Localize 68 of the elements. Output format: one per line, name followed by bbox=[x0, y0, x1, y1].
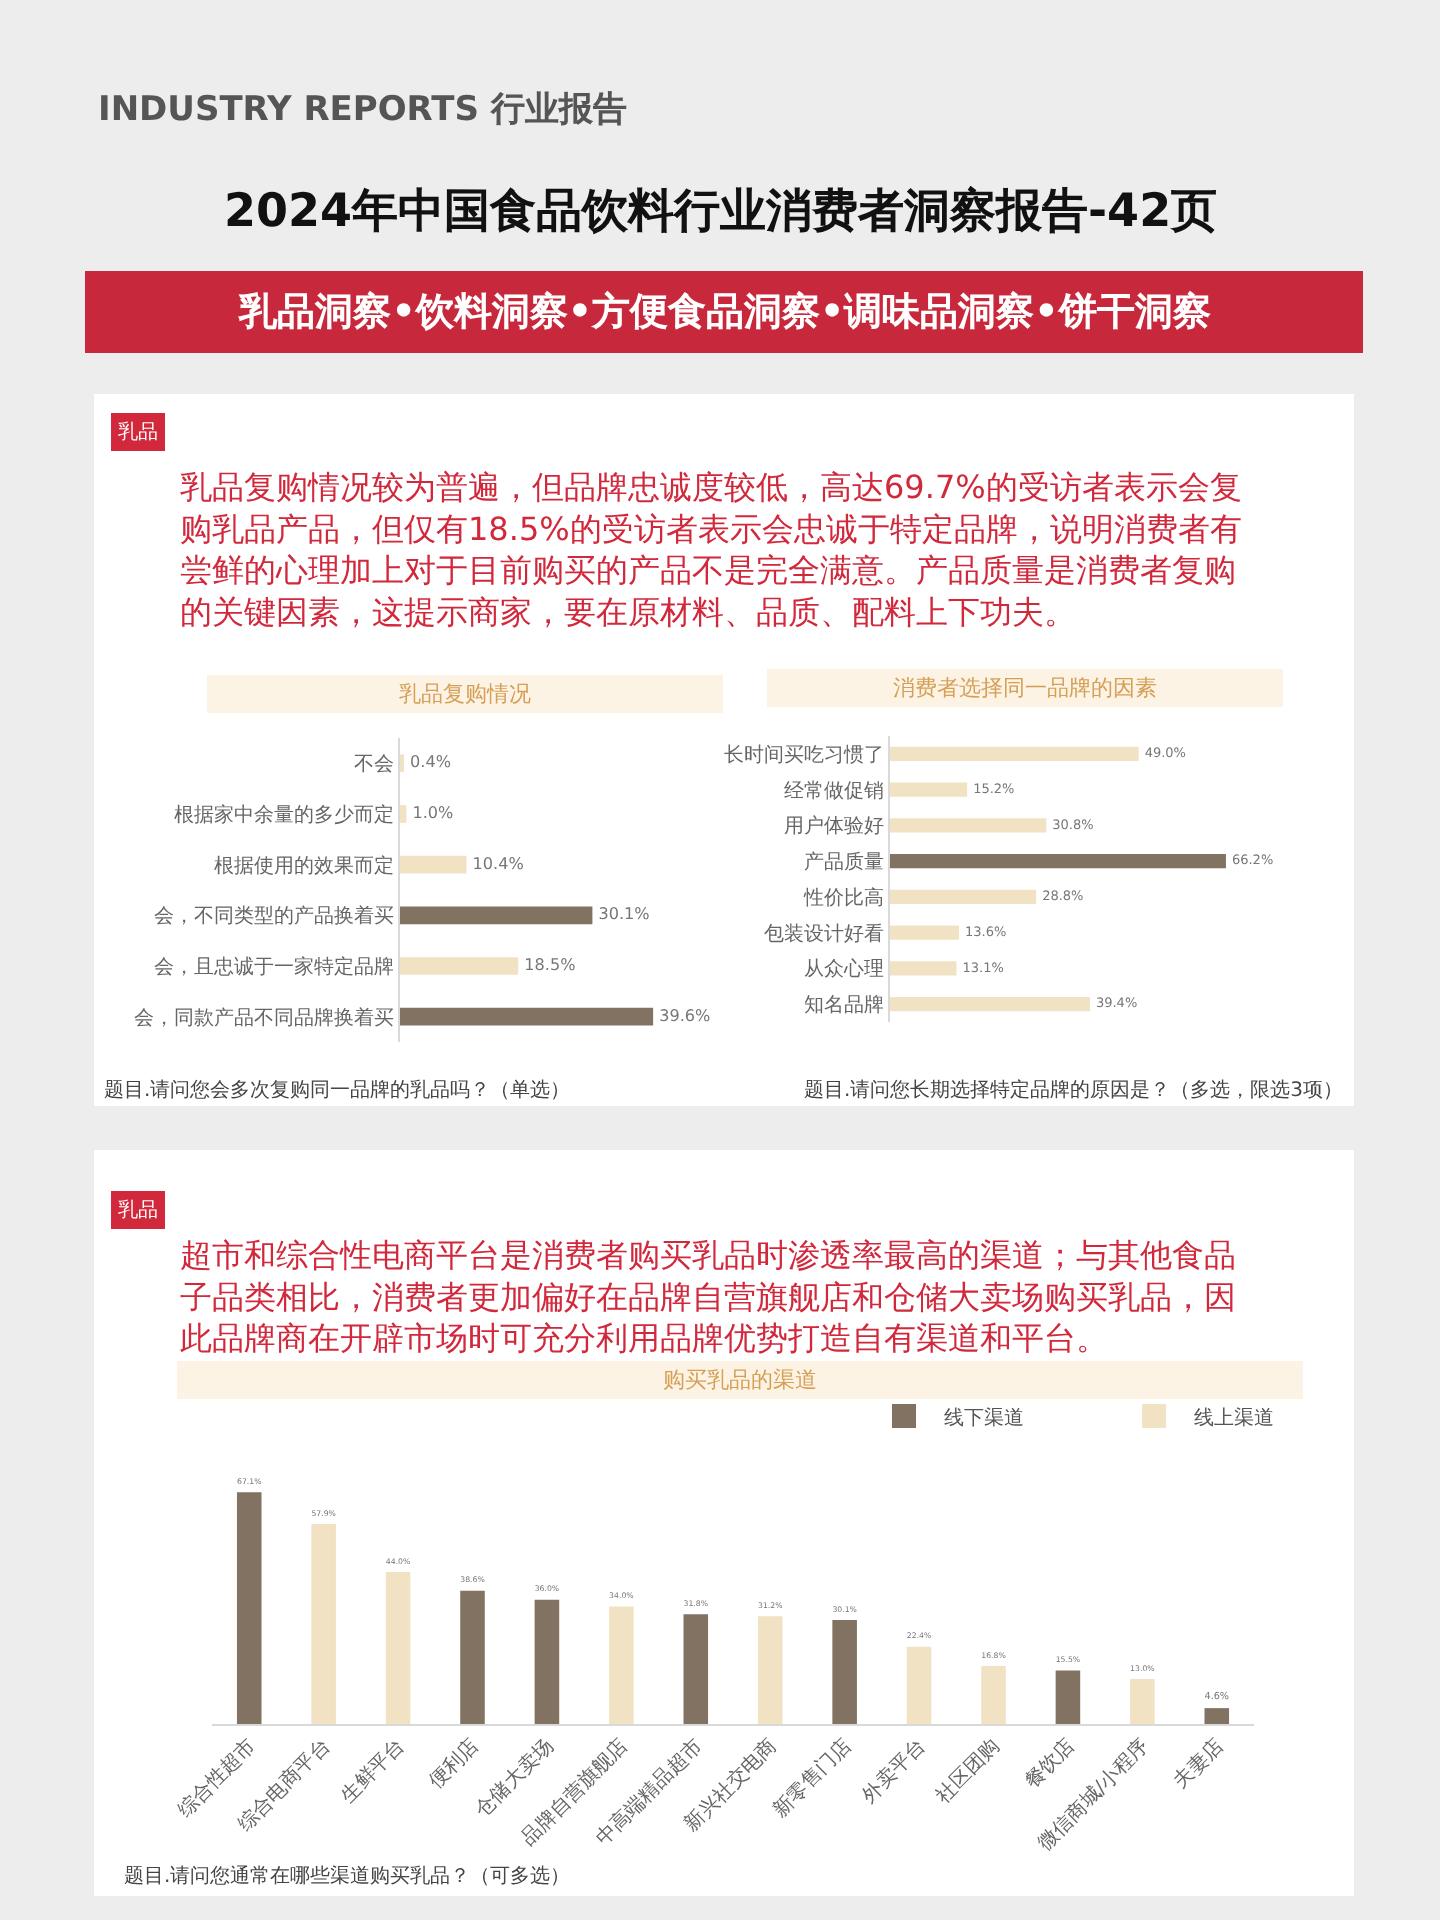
bar bbox=[400, 906, 593, 925]
bar bbox=[757, 1616, 783, 1724]
bar bbox=[236, 1492, 262, 1724]
bar bbox=[609, 1606, 634, 1724]
bar bbox=[460, 1590, 485, 1724]
bar bbox=[385, 1572, 411, 1724]
bar bbox=[981, 1666, 1006, 1724]
bar bbox=[890, 996, 1090, 1012]
x-tick-label: 夫妻店 bbox=[1168, 1734, 1229, 1794]
y-tick-label: 根据家中余量的多少而定 bbox=[174, 803, 394, 827]
text: 2024年中国食品饮料行业消费者洞察报告-42页 bbox=[224, 184, 1218, 238]
x-tick-label: 生鲜平台 bbox=[335, 1734, 410, 1808]
text: 乳品复购情况较为普遍，但品牌忠诚度较低，高达69.7%的受访者表示会复购乳品产品，但仅有18.5%的受访者表示会忠诚于特定品牌，说明消费者有尝鲜的心理加上对于目前购买的产品不是完全满意。产品质量是消费者复购的关键因素，这提示商家，要在原材料、品质、配料上下功夫。 bbox=[180, 468, 1242, 631]
y-tick-label: 会，不同类型的产品换着买 bbox=[154, 904, 394, 929]
bar bbox=[1204, 1708, 1230, 1724]
data-label: 1.0% bbox=[412, 804, 454, 823]
bar bbox=[1130, 1679, 1155, 1724]
bar bbox=[832, 1620, 857, 1724]
bar bbox=[890, 746, 1139, 762]
data-label: 10.4% bbox=[472, 854, 525, 873]
bar bbox=[534, 1599, 560, 1724]
data-label: 30.1% bbox=[598, 905, 651, 924]
y-tick-label: 知名品牌 bbox=[804, 993, 884, 1018]
bar bbox=[890, 853, 1226, 869]
text: 题目.请问您会多次复购同一品牌的乳品吗？（单选） bbox=[104, 1078, 571, 1102]
y-tick-label: 产品质量 bbox=[804, 850, 884, 875]
chart-title: 消费者选择同一品牌的因素 bbox=[893, 675, 1157, 701]
y-tick-label: 从众心理 bbox=[804, 957, 884, 982]
chart-title: 乳品复购情况 bbox=[399, 681, 531, 707]
y-tick-label: 根据使用的效果而定 bbox=[214, 853, 394, 878]
text: 题目.请问您长期选择特定品牌的原因是？（多选，限选3项） bbox=[804, 1078, 1344, 1102]
x-tick-label: 社区团购 bbox=[931, 1734, 1005, 1808]
legend-label: 线上渠道 bbox=[1194, 1405, 1274, 1430]
x-tick-label: 外卖平台 bbox=[856, 1734, 931, 1808]
chart-title: 购买乳品的渠道 bbox=[663, 1367, 817, 1393]
bar bbox=[400, 855, 467, 874]
bar bbox=[906, 1646, 932, 1724]
text: 乳品洞察•饮料洞察•方便食品洞察•调味品洞察•饼干洞察 bbox=[237, 290, 1211, 334]
y-tick-label: 会，同款产品不同品牌换着买 bbox=[134, 1005, 394, 1030]
y-tick-label: 性价比高 bbox=[802, 885, 884, 910]
bar bbox=[400, 957, 519, 975]
bar bbox=[890, 889, 1037, 905]
y-tick-label: 会，且忠诚于一家特定品牌 bbox=[154, 955, 394, 979]
text: 题目.请问您通常在哪些渠道购买乳品？（可多选） bbox=[124, 1864, 571, 1888]
bar bbox=[311, 1524, 336, 1724]
x-tick-label: 便利店 bbox=[424, 1734, 484, 1794]
bar bbox=[400, 805, 407, 823]
text: 乳品 bbox=[118, 1198, 158, 1222]
text: INDUSTRY REPORTS 行业报告 bbox=[98, 90, 627, 130]
legend-label: 线下渠道 bbox=[944, 1405, 1024, 1430]
bar bbox=[400, 1007, 654, 1026]
bar bbox=[890, 925, 960, 940]
y-tick-label: 包装设计好看 bbox=[764, 921, 884, 946]
bar bbox=[890, 818, 1047, 833]
bar bbox=[1055, 1670, 1081, 1724]
bar bbox=[890, 961, 957, 976]
text: 超市和综合性电商平台是消费者购买乳品时渗透率最高的渠道；与其他食品子品类相比，消费者更加偏好在品牌自营旗舰店和仓储大卖场购买乳品，因此品牌商在开辟市场时可充分利用品牌优势打造自有渠道和平台。 bbox=[180, 1236, 1236, 1358]
y-tick-label: 长时间买吃习惯了 bbox=[724, 742, 884, 767]
data-label: 18.5% bbox=[524, 956, 577, 975]
data-label: 0.4% bbox=[410, 753, 452, 772]
bar bbox=[683, 1614, 709, 1724]
y-tick-label: 不会 bbox=[354, 752, 394, 777]
y-tick-label: 经常做促销 bbox=[784, 778, 884, 803]
x-tick-label: 餐饮店 bbox=[1019, 1734, 1080, 1794]
data-label: 39.6% bbox=[659, 1006, 711, 1025]
bar bbox=[890, 782, 968, 797]
y-tick-label: 用户体验好 bbox=[784, 814, 884, 839]
text: 乳品 bbox=[118, 420, 158, 444]
